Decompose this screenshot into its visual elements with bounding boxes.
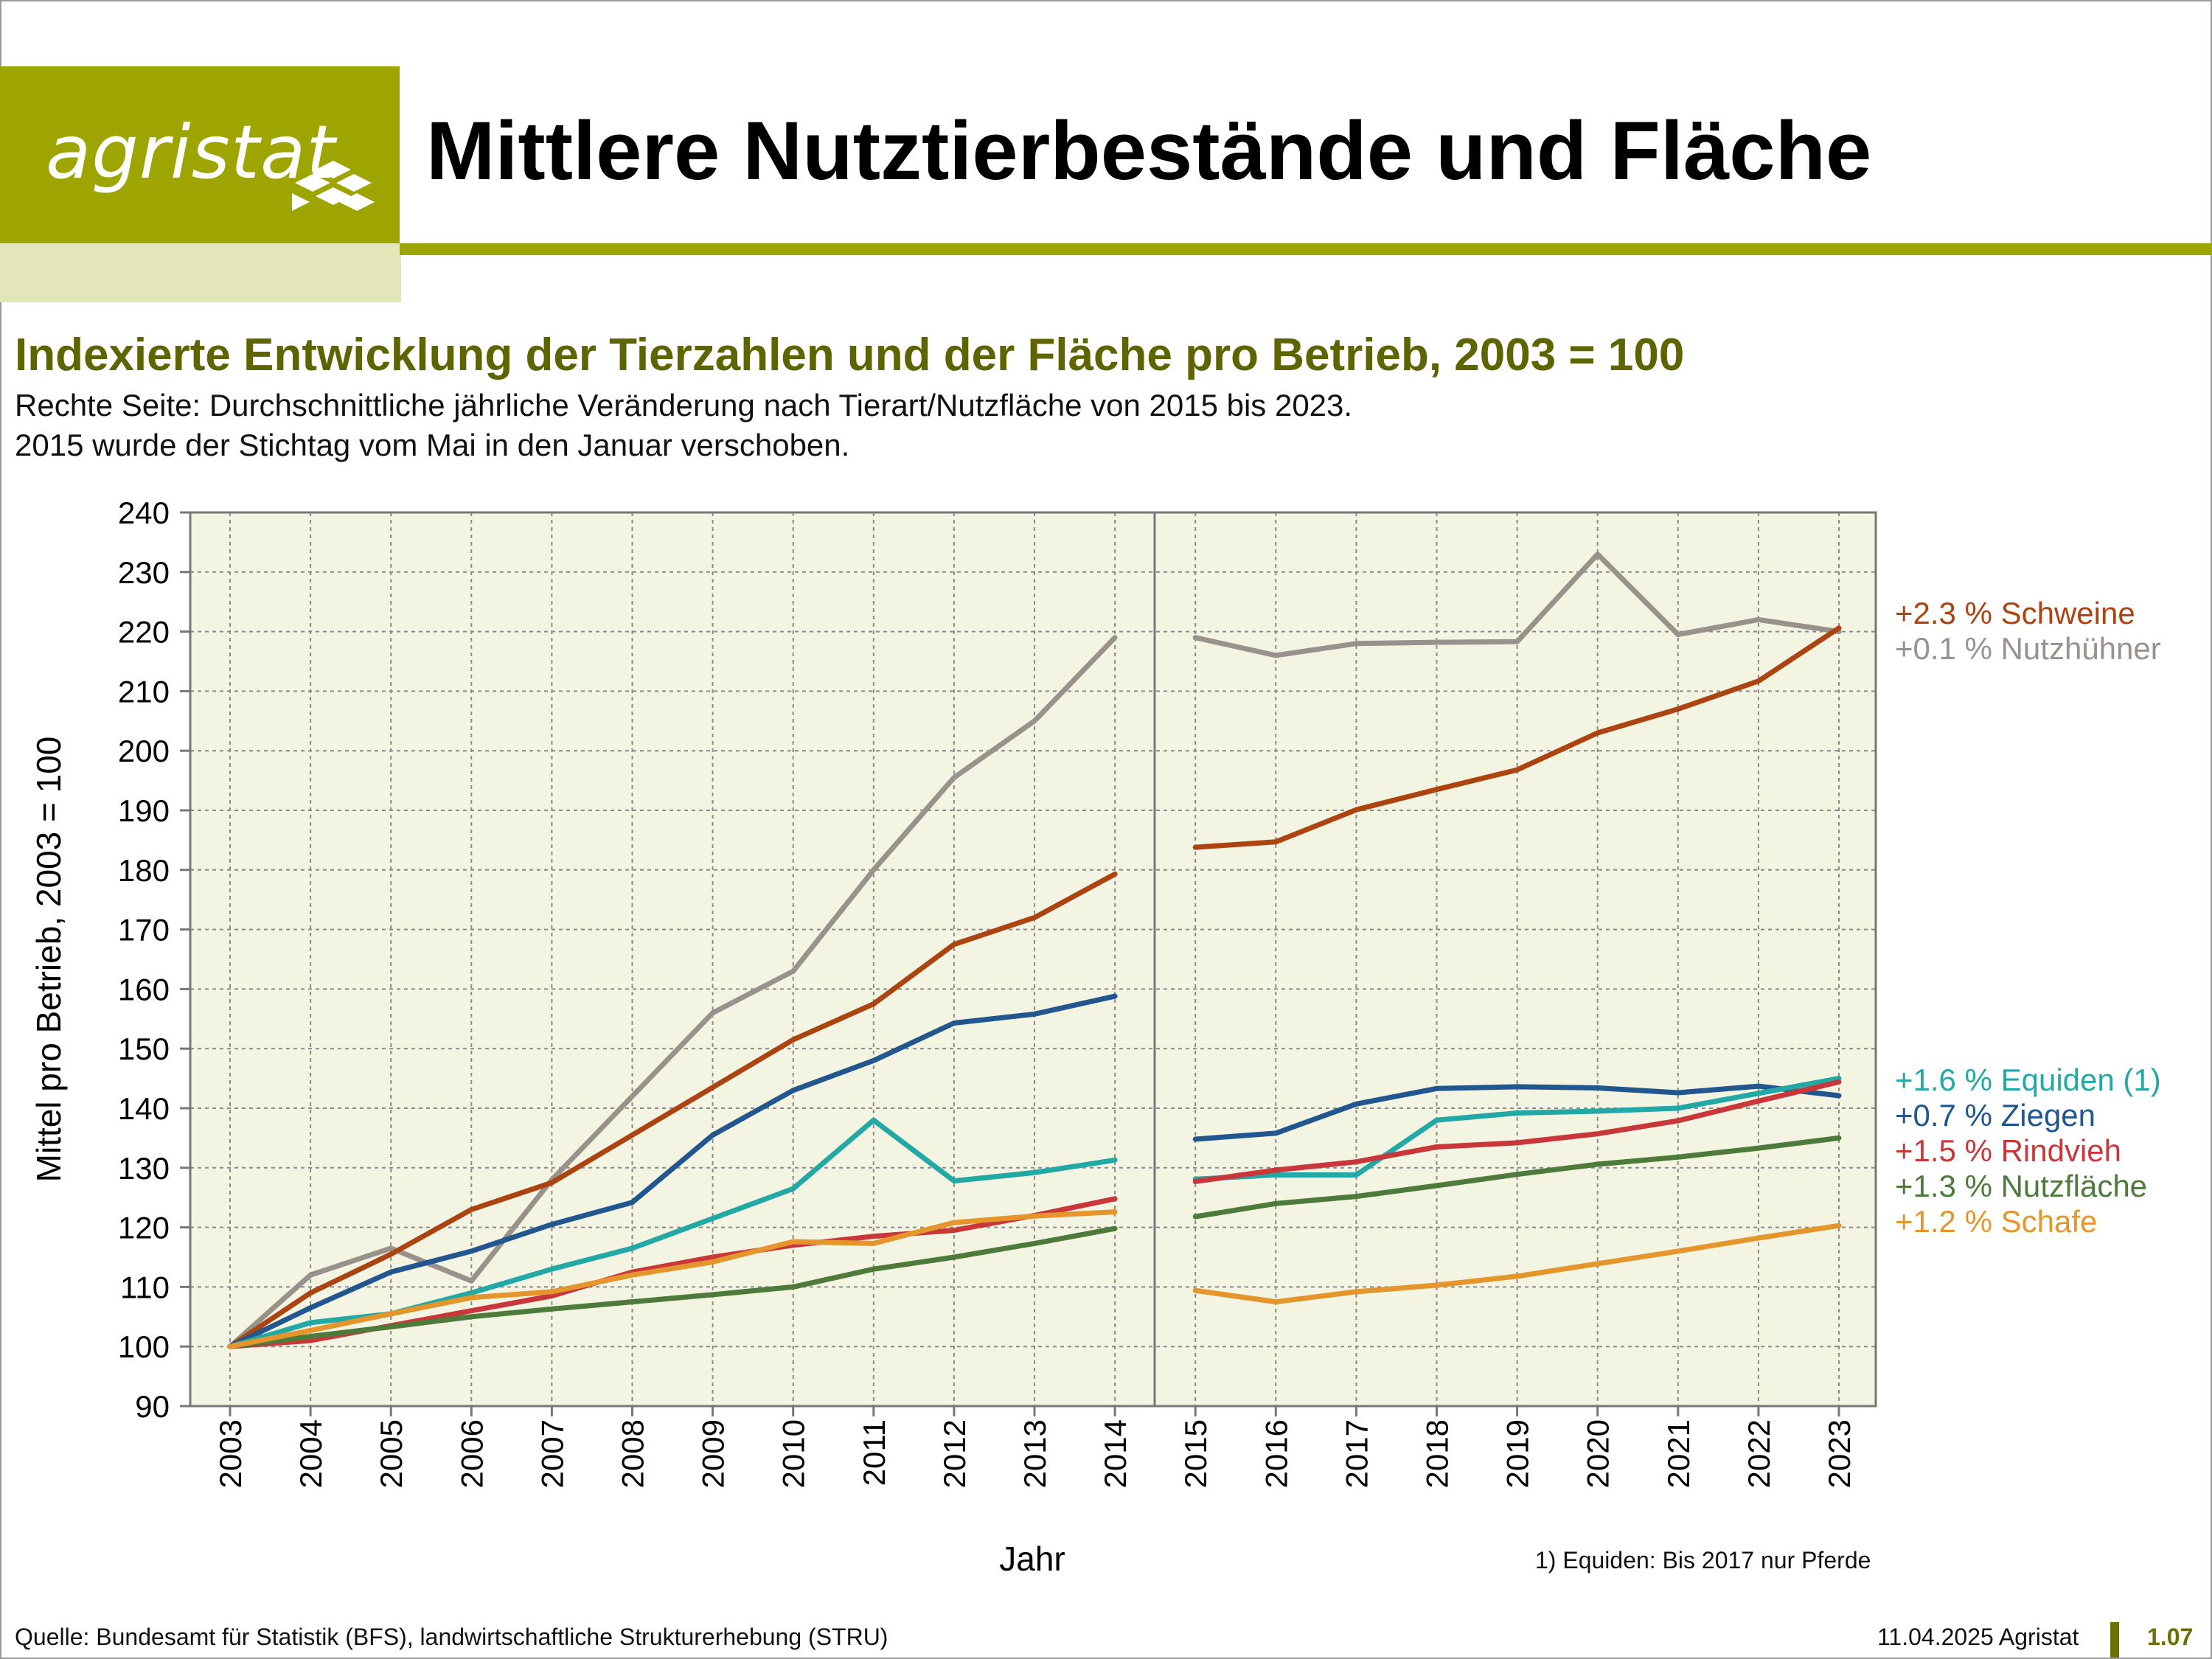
- y-tick-label: 200: [118, 734, 170, 768]
- series-line-schafe: [227, 1209, 1118, 1349]
- footnote: 1) Equiden: Bis 2017 nur Pferde: [1535, 1547, 1871, 1573]
- x-tick-label: 2017: [1339, 1419, 1374, 1488]
- x-tick-label: 2016: [1259, 1419, 1293, 1488]
- y-tick-label: 190: [118, 793, 170, 828]
- y-tick-label: 240: [118, 495, 170, 530]
- series-line-schweine: [227, 872, 1118, 1349]
- y-tick-label: 120: [118, 1211, 170, 1245]
- plot-border: [189, 511, 1877, 1408]
- x-tick-label: 2020: [1581, 1419, 1615, 1488]
- series-line-nutzhuehner: [1192, 552, 1842, 658]
- y-tick-label: 220: [118, 615, 170, 650]
- legend-label-rindvieh: +1.5 % Rindvieh: [1895, 1133, 2121, 1168]
- y-tick-label: 110: [120, 1270, 170, 1304]
- series-line-rindvieh: [1192, 1079, 1842, 1184]
- y-tick-label: 90: [135, 1389, 170, 1424]
- legend-label-nutzhuehner: +0.1 % Nutzhühner: [1895, 631, 2161, 666]
- series-line-ziegen: [227, 993, 1118, 1349]
- brand-block: [0, 66, 400, 243]
- title-rule: [400, 243, 2212, 255]
- x-tick-label: 2021: [1661, 1419, 1696, 1488]
- y-tick-label: 170: [118, 913, 170, 947]
- x-tick-label: 2022: [1742, 1419, 1776, 1488]
- x-tick-label: 2007: [535, 1419, 569, 1488]
- x-tick-label: 2008: [616, 1419, 650, 1488]
- chart-subtitle: Indexierte Entwicklung der Tierzahlen un…: [15, 330, 1685, 380]
- page-number: 1.07: [2147, 1624, 2194, 1650]
- x-tick-label: 2005: [374, 1419, 408, 1488]
- series-line-ziegen: [1192, 1083, 1842, 1142]
- x-tick-label: 2010: [776, 1419, 811, 1488]
- y-tick-label: 130: [118, 1151, 170, 1186]
- x-tick-label: 2011: [857, 1419, 891, 1486]
- agristat-logo-icon: [292, 161, 375, 211]
- agristat-logo-text: agristat: [46, 109, 336, 195]
- legend-label-equiden: +1.6 % Equiden (1): [1895, 1062, 2161, 1097]
- x-tick-label: 2013: [1018, 1419, 1052, 1488]
- legend-label-nutzflaeche: +1.3 % Nutzfläche: [1895, 1169, 2147, 1203]
- legend-label-schafe: +1.2 % Schafe: [1895, 1204, 2097, 1239]
- chart-description-line-2: 2015 wurde der Stichtag vom Mai in den J…: [15, 428, 850, 462]
- series-line-equiden: [1192, 1076, 1842, 1182]
- series-line-nutzflaeche: [1192, 1135, 1842, 1220]
- source-note: Quelle: Bundesamt für Statistik (BFS), l…: [15, 1624, 888, 1650]
- series-line-nutzhuehner: [227, 635, 1118, 1349]
- x-tick-labels: 2003 2004 2005 2006 2007 2008 2009 2010 2011 2012…: [213, 1419, 1857, 1488]
- series-line-schweine: [1192, 625, 1842, 850]
- x-tick-label: 2003: [213, 1419, 248, 1488]
- axis-ticks: [180, 511, 1840, 1416]
- x-axis-label: Jahr: [999, 1540, 1065, 1578]
- x-tick-label: 2018: [1420, 1419, 1455, 1488]
- series-line-nutzflaeche: [227, 1225, 1118, 1349]
- y-tick-label: 160: [118, 972, 170, 1006]
- x-tick-label: 2014: [1098, 1419, 1133, 1488]
- y-tick-label: 100: [118, 1329, 170, 1364]
- y-axis-label: Mittel pro Betrieb, 2003 = 100: [29, 737, 68, 1183]
- y-tick-label: 180: [118, 853, 170, 888]
- y-tick-labels: 90 100 110 120 130 140 150 160 170 180 190 200 210 22…: [118, 495, 170, 1424]
- plot-area-left: [190, 512, 1155, 1406]
- x-tick-label: 2019: [1500, 1419, 1535, 1488]
- x-tick-label: 2015: [1178, 1419, 1213, 1488]
- y-tick-label: 150: [118, 1032, 170, 1066]
- series-line-schafe: [1192, 1222, 1842, 1305]
- page-title: Mittlere Nutztierbestände und Fläche: [426, 105, 1872, 197]
- x-tick-label: 2006: [454, 1419, 489, 1488]
- x-tick-label: 2023: [1822, 1419, 1857, 1488]
- grid-lines: [190, 512, 1876, 1406]
- footer-divider: [2110, 1622, 2119, 1658]
- y-tick-label: 140: [118, 1091, 170, 1126]
- legend: +2.3 % Schweine+0.1 % Nutzhühner +1.6 % E…: [1895, 596, 2161, 1239]
- x-tick-label: 2004: [293, 1419, 328, 1488]
- x-tick-label: 2009: [696, 1419, 731, 1488]
- plot-area-right: [1155, 512, 1876, 1406]
- series-lines: [227, 552, 1842, 1349]
- brand-underline: [0, 243, 401, 302]
- legend-label-schweine: +2.3 % Schweine: [1895, 596, 2135, 630]
- y-tick-label: 230: [118, 555, 170, 590]
- footer-date: 11.04.2025 Agristat: [1877, 1624, 2079, 1650]
- y-tick-label: 210: [118, 674, 170, 709]
- chart-description-line-1: Rechte Seite: Durchschnittliche jährlich…: [15, 388, 1353, 422]
- x-tick-label: 2012: [937, 1419, 972, 1488]
- legend-label-ziegen: +0.7 % Ziegen: [1895, 1098, 2096, 1133]
